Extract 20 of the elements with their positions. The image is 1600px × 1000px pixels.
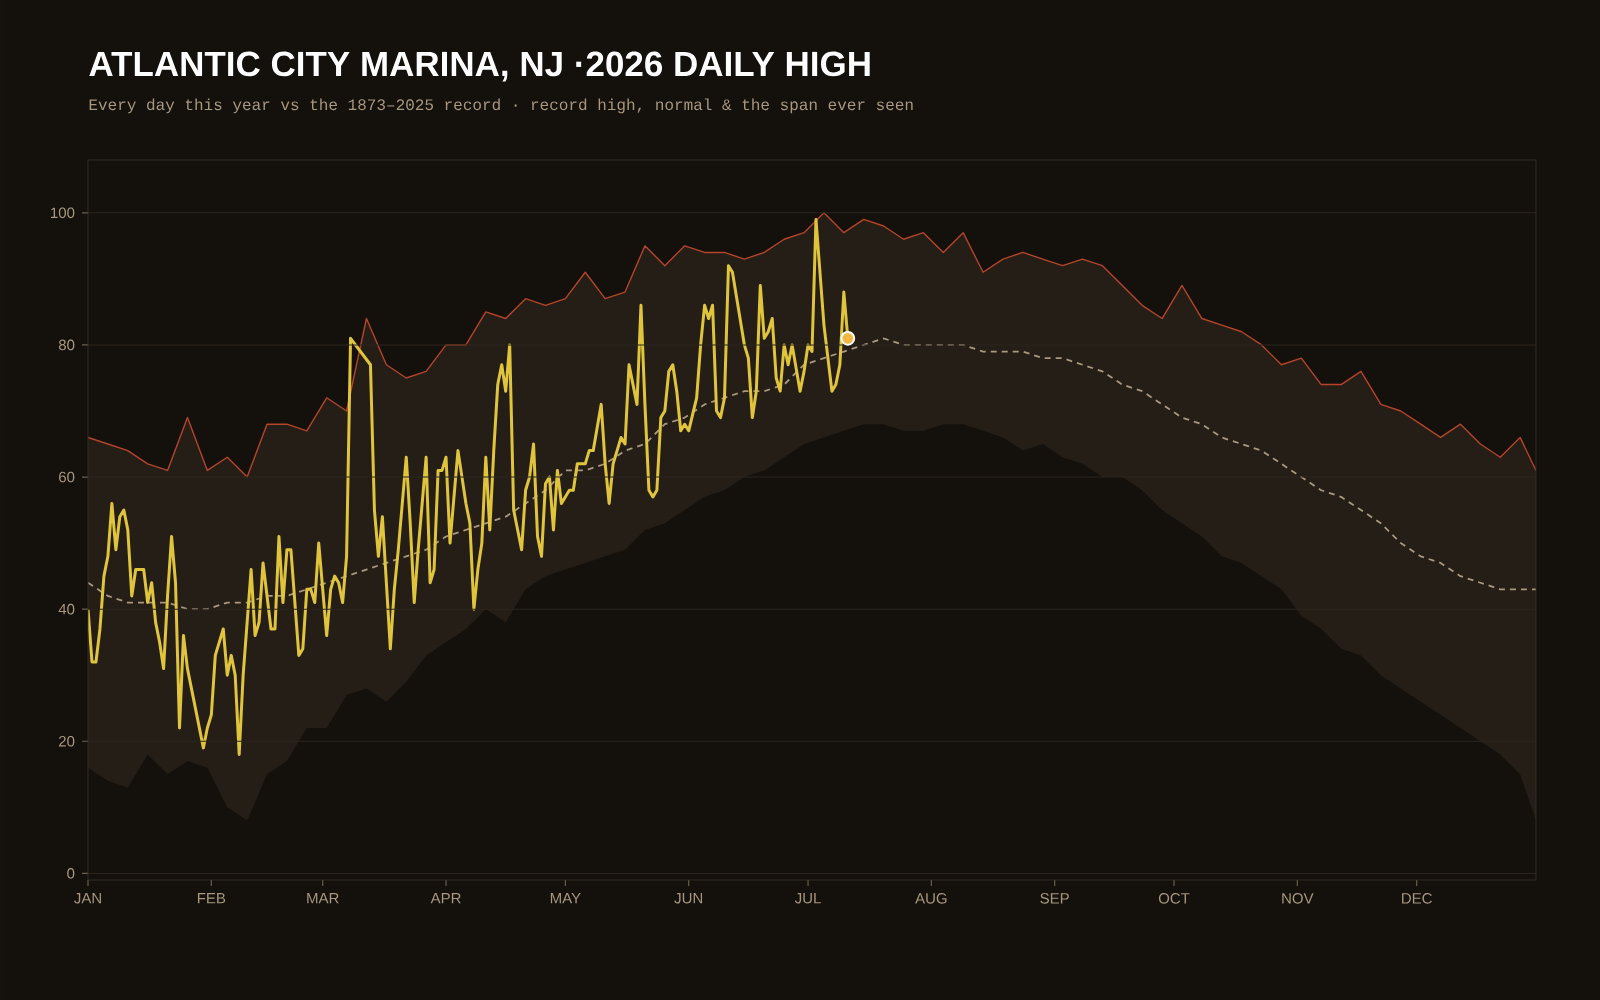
- y-tick-label: 80: [58, 339, 75, 351]
- x-tick-label: OCT: [1158, 893, 1190, 904]
- x-tick-label: JUN: [674, 893, 703, 904]
- chart-title: ATLANTIC CITY MARINA, NJ ·2026 DAILY HIGH: [89, 51, 870, 82]
- x-tick-label: MAR: [307, 893, 339, 904]
- y-tick-label: 0: [67, 868, 75, 879]
- x-tick-label: FEB: [197, 893, 226, 904]
- x-tick-label: JAN: [74, 893, 101, 904]
- x-tick-label: AUG: [915, 893, 947, 904]
- y-tick-label: 100: [51, 207, 75, 219]
- x-tick-label: NOV: [1282, 893, 1314, 904]
- x-tick-label: APR: [430, 893, 461, 904]
- y-tick-label: 60: [59, 471, 75, 483]
- x-tick-label: DEC: [1402, 893, 1432, 904]
- y-tick-label: 40: [58, 603, 75, 615]
- chart-subtitle: Every day this year vs the 1873–2025 record · record high, normal & the span ever seen: [89, 98, 913, 114]
- y-tick-label: 20: [59, 735, 75, 747]
- x-tick-label: JUL: [794, 893, 821, 904]
- x-tick-label: SEP: [1040, 893, 1069, 904]
- x-tick-label: MAY: [550, 893, 581, 904]
